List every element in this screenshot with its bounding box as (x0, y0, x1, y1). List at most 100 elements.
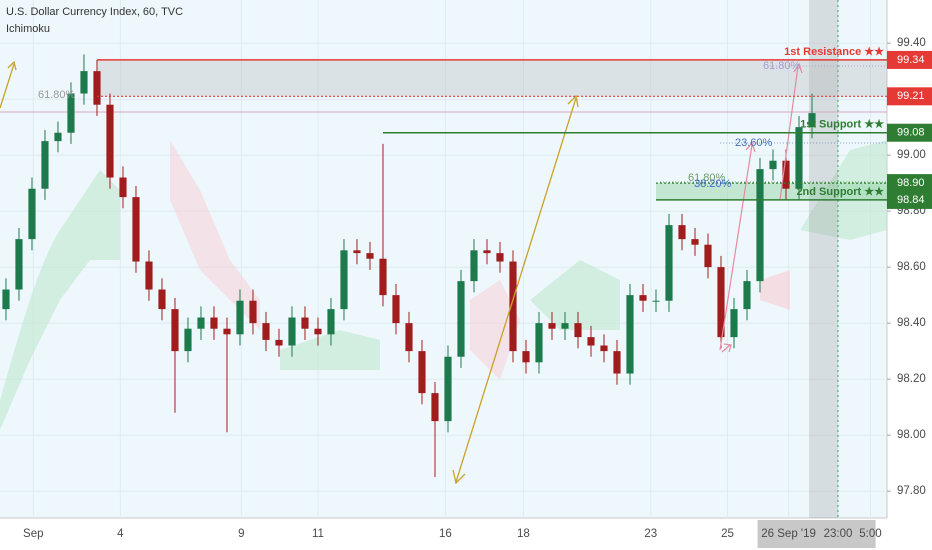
y-tick-label: 99.40 (897, 37, 926, 49)
arrow-head (452, 469, 466, 485)
y-tick-label: 97.80 (897, 485, 926, 497)
arrow-line (0, 63, 15, 109)
candle-body (301, 317, 309, 329)
candle-body (67, 93, 75, 133)
fib-label: 38.20% (694, 178, 732, 190)
candle-body (808, 113, 816, 128)
y-tick-label: 98.60 (897, 261, 926, 273)
candle-body (379, 258, 387, 296)
arrow-head (7, 60, 17, 71)
candle-body (405, 323, 413, 352)
resistance-zone (96, 59, 888, 97)
x-tick-label: 4 (117, 528, 124, 540)
candle-body (366, 253, 374, 259)
candle-body (587, 337, 595, 346)
candle-body (353, 250, 361, 254)
y-tick-label: 98.40 (897, 317, 926, 329)
price-axis (887, 0, 932, 550)
candle-body (613, 351, 621, 374)
arrow (721, 343, 732, 353)
candle-body (717, 267, 725, 338)
candle-body (626, 295, 634, 374)
candle-body (54, 132, 62, 142)
x-tick-label: 11 (312, 528, 324, 540)
overlay: 1st Resistance ★★ 1st Support ★★ 2nd Suppo… (38, 46, 887, 201)
candle-body (756, 169, 764, 282)
fib-label: 61.80% (38, 89, 76, 101)
candle-body (262, 323, 270, 340)
ichimoku-cloud (280, 330, 380, 370)
x-tick-label: Sep (23, 528, 43, 540)
candle-body (132, 197, 140, 262)
candle-body (145, 261, 153, 290)
ichimoku-cloud (800, 140, 887, 240)
candle-body (93, 71, 101, 105)
candle-body (730, 309, 738, 338)
candle-body (41, 141, 49, 189)
time-highlight (809, 0, 838, 518)
candle-body (80, 71, 88, 94)
candle-body (340, 250, 348, 310)
arrow-head (567, 94, 579, 108)
candle-body (678, 225, 686, 240)
candle-body (327, 309, 335, 335)
candle-body (665, 225, 673, 301)
support-zone (655, 183, 887, 200)
candle-body (691, 239, 699, 245)
price-label-box (887, 174, 932, 193)
fib-label: 61.80% (688, 172, 726, 184)
price-label: 99.34 (897, 54, 925, 66)
y-tick-label: 99.00 (897, 149, 926, 161)
price-label-box (887, 190, 932, 209)
candle-body (197, 317, 205, 329)
candle-body (431, 393, 439, 422)
price-label: 98.84 (897, 194, 925, 206)
candle-body (600, 345, 608, 352)
ichimoku-cloud (760, 270, 790, 310)
arrows (0, 60, 579, 485)
candle-body (704, 244, 712, 268)
x-tick-label: 25 (721, 528, 734, 540)
candle-body (574, 323, 582, 338)
candle-body (496, 253, 504, 262)
price-label: 99.21 (897, 90, 925, 102)
chart-title: U.S. Dollar Currency Index, 60, TVC (6, 6, 183, 18)
candle-body (2, 289, 10, 310)
x-tick-label: 23 (644, 528, 657, 540)
x-tick-label: 5:00 (859, 528, 881, 540)
candles (2, 54, 816, 478)
candle-body (548, 323, 556, 329)
time-axis (0, 518, 887, 550)
candle-body (795, 127, 803, 189)
level-annotation: 1st Resistance ★★ (784, 46, 884, 58)
y-tick-label: 98.00 (897, 429, 926, 441)
candle-body (535, 323, 543, 363)
candle-body (15, 239, 23, 290)
candle-body (652, 300, 660, 302)
candle-body (769, 160, 777, 170)
level-annotation: 1st Support ★★ (800, 119, 884, 131)
ichimoku-cloud (470, 280, 520, 380)
level-annotation: 2nd Support ★★ (796, 186, 884, 198)
x-tick-label: 16 (439, 528, 452, 540)
price-label-box (887, 50, 932, 69)
candle-body (522, 351, 530, 363)
time-label-box (757, 520, 876, 548)
candle-body (418, 351, 426, 394)
candle-body (236, 300, 244, 335)
candle-body (457, 281, 465, 357)
candle-body (392, 295, 400, 324)
candle-body (288, 317, 296, 346)
candle-body (184, 328, 192, 352)
y-tick-label: 98.20 (897, 373, 926, 385)
ichimoku-cloud (170, 140, 260, 330)
candle-body (782, 160, 790, 189)
grid (0, 0, 887, 518)
candle-body (171, 309, 179, 352)
candle-body (249, 300, 257, 324)
plot-background (0, 0, 887, 518)
candle-body (561, 323, 569, 329)
candle-body (28, 188, 36, 240)
indicator-name: Ichimoku (6, 23, 50, 35)
